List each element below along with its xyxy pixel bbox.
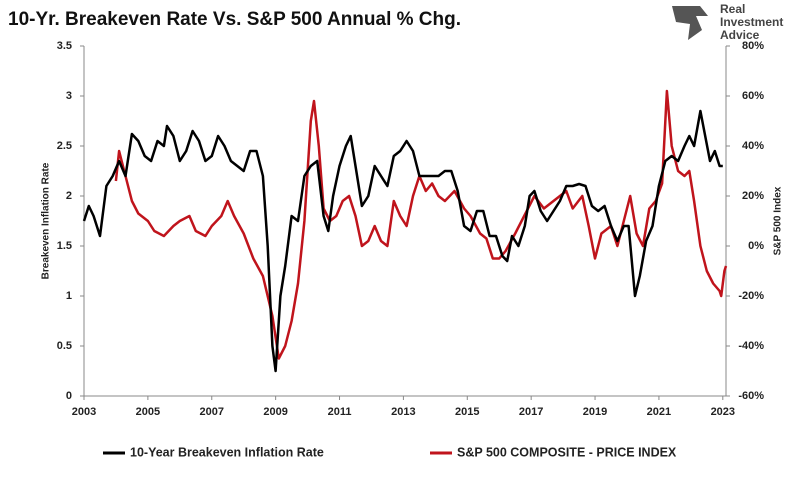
y-tick-label: 1.5 [57, 240, 72, 252]
y2-tick-label: 40% [742, 140, 764, 152]
y-axis-label: Breakeven Inflation Rate [41, 162, 52, 279]
x-tick-label: 2015 [455, 406, 479, 418]
y2-axis-label: S&P 500 Index [773, 186, 784, 255]
y-tick-label: 0 [66, 390, 72, 402]
y2-tick-label: -40% [738, 340, 764, 352]
x-tick-label: 2009 [263, 406, 287, 418]
x-tick-label: 2013 [391, 406, 415, 418]
x-tick-label: 2007 [200, 406, 224, 418]
series-line [82, 109, 723, 373]
y2-tick-label: 20% [742, 190, 764, 202]
y2-tick-label: 60% [742, 90, 764, 102]
y2-tick-label: -20% [738, 290, 764, 302]
y-tick-label: 3 [66, 90, 72, 102]
y-tick-label: 2 [66, 190, 72, 202]
x-tick-label: 2005 [136, 406, 160, 418]
y-tick-label: 3.5 [57, 40, 72, 52]
legend-label: S&P 500 COMPOSITE - PRICE INDEX [457, 445, 677, 459]
x-tick-label: 2021 [647, 406, 671, 418]
logo-text: Real [720, 2, 745, 16]
x-tick-label: 2017 [519, 406, 543, 418]
logo: Real Investment Advice [672, 2, 783, 42]
y2-tick-label: 0% [748, 240, 764, 252]
chart-title: 10-Yr. Breakeven Rate Vs. S&P 500 Annual… [8, 9, 461, 30]
legend-label: 10-Year Breakeven Inflation Rate [130, 445, 324, 459]
x-tick-label: 2023 [711, 406, 735, 418]
y-tick-label: 2.5 [57, 140, 72, 152]
series-line [114, 89, 728, 360]
x-tick-label: 2011 [328, 406, 352, 418]
logo-icon [672, 6, 708, 40]
x-tick-label: 2019 [583, 406, 607, 418]
y2-tick-label: -60% [738, 390, 764, 402]
y2-tick-label: 80% [742, 40, 764, 52]
logo-text: Advice [720, 28, 760, 42]
y-tick-label: 1 [66, 290, 72, 302]
y-tick-label: 0.5 [57, 340, 72, 352]
x-tick-label: 2003 [72, 406, 96, 418]
logo-text: Investment [720, 15, 783, 29]
